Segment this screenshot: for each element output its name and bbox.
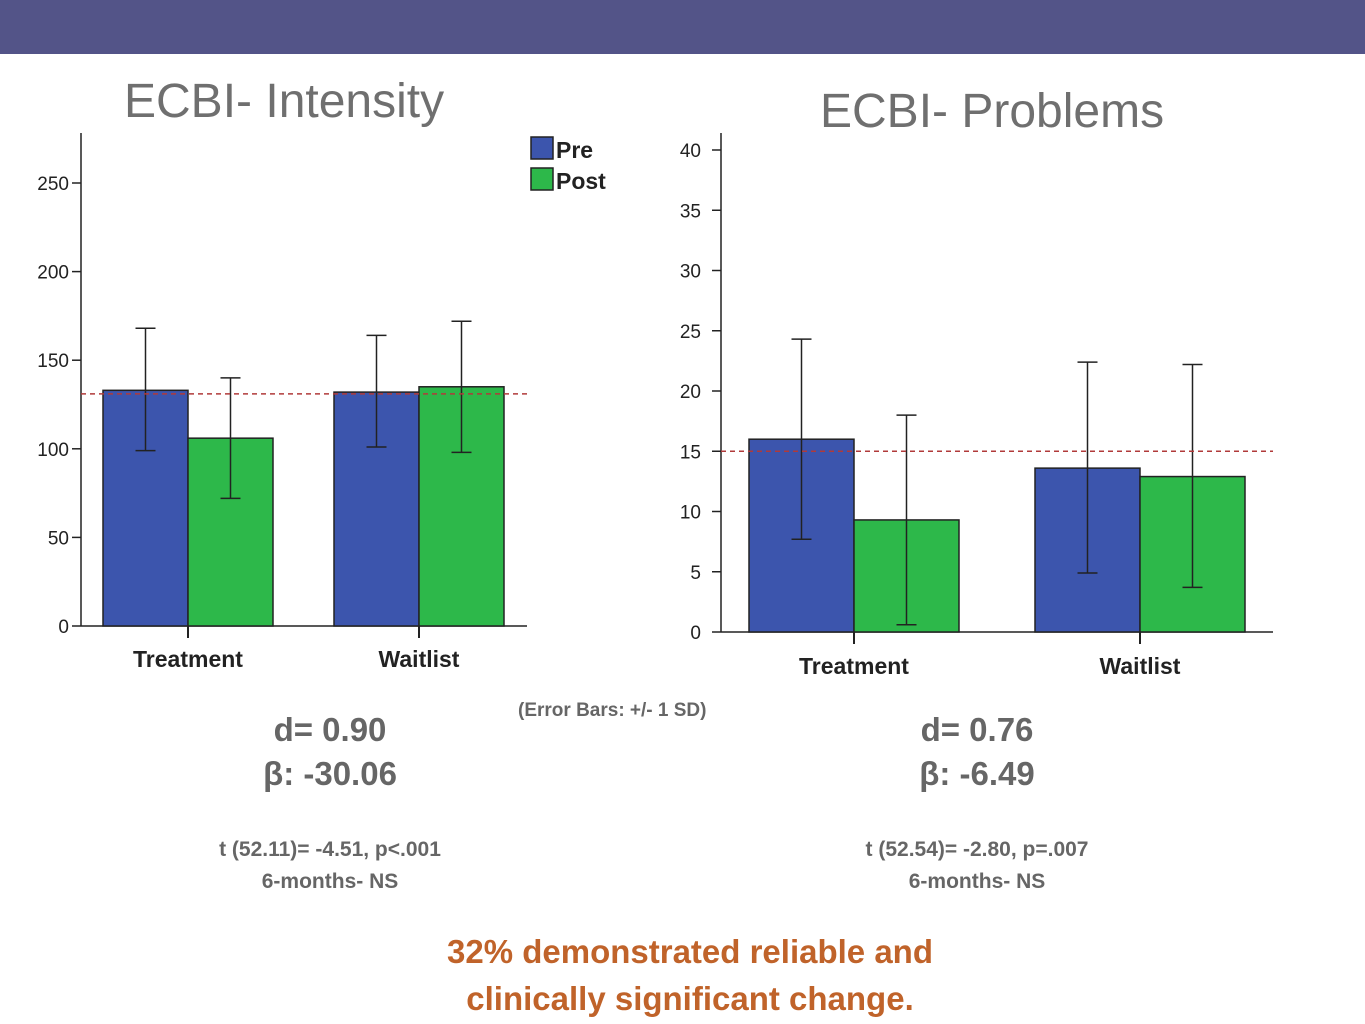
legend: Pre Post <box>530 136 606 194</box>
beta-left: β: -30.06 <box>263 755 397 792</box>
chart-title-problems: ECBI- Problems <box>820 85 1165 138</box>
y-tick-label: 5 <box>690 563 701 584</box>
intensity-chart: 0 50 100 150 200 250 Treatment Waitlist <box>37 133 527 672</box>
chart-title-intensity: ECBI- Intensity <box>124 75 445 128</box>
y-tick-label: 35 <box>680 201 701 222</box>
followup-left: 6-months- NS <box>261 870 399 893</box>
category-label: Waitlist <box>1100 653 1181 679</box>
stats-right: d= 0.76 β: -6.49 t (52.54)= -2.80, p=.00… <box>827 708 1127 898</box>
t-test-right: t (52.54)= -2.80, p=.007 <box>865 838 1089 861</box>
legend-label-pre: Pre <box>556 137 593 163</box>
y-tick-label: 20 <box>680 382 701 403</box>
footer-message: 32% demonstrated reliable and clinically… <box>290 928 1090 1022</box>
legend-label-post: Post <box>556 168 606 194</box>
y-tick-label: 15 <box>680 442 701 463</box>
footer-line-1: 32% demonstrated reliable and <box>447 933 933 970</box>
problems-chart: 0 5 10 15 20 25 30 35 40 Treatment Waitlist <box>680 133 1273 679</box>
category-label: Waitlist <box>379 646 460 672</box>
effect-size-left: d= 0.90 <box>273 711 387 748</box>
legend-swatch-post <box>530 167 554 191</box>
t-test-left: t (52.11)= -4.51, p<.001 <box>219 838 441 861</box>
y-tick-label: 0 <box>690 623 701 644</box>
category-label: Treatment <box>133 646 243 672</box>
beta-right: β: -6.49 <box>919 755 1035 792</box>
y-tick-label: 0 <box>58 617 69 638</box>
error-bars-note: (Error Bars: +/- 1 SD) <box>518 700 707 721</box>
y-tick-label: 100 <box>37 440 69 461</box>
followup-right: 6-months- NS <box>908 870 1046 893</box>
category-label: Treatment <box>799 653 909 679</box>
y-tick-label: 10 <box>680 503 701 524</box>
footer-line-2: clinically significant change. <box>466 980 914 1017</box>
y-tick-label: 30 <box>680 262 701 283</box>
y-tick-label: 150 <box>37 351 69 372</box>
y-tick-label: 50 <box>48 528 69 549</box>
y-tick-label: 250 <box>37 174 69 195</box>
y-tick-label: 40 <box>680 141 701 162</box>
header-bar <box>0 0 1365 54</box>
legend-swatch-pre <box>530 136 554 160</box>
y-tick-label: 25 <box>680 322 701 343</box>
effect-size-right: d= 0.76 <box>920 711 1034 748</box>
stats-left: d= 0.90 β: -30.06 t (52.11)= -4.51, p<.0… <box>180 708 480 898</box>
y-tick-label: 200 <box>37 263 69 284</box>
